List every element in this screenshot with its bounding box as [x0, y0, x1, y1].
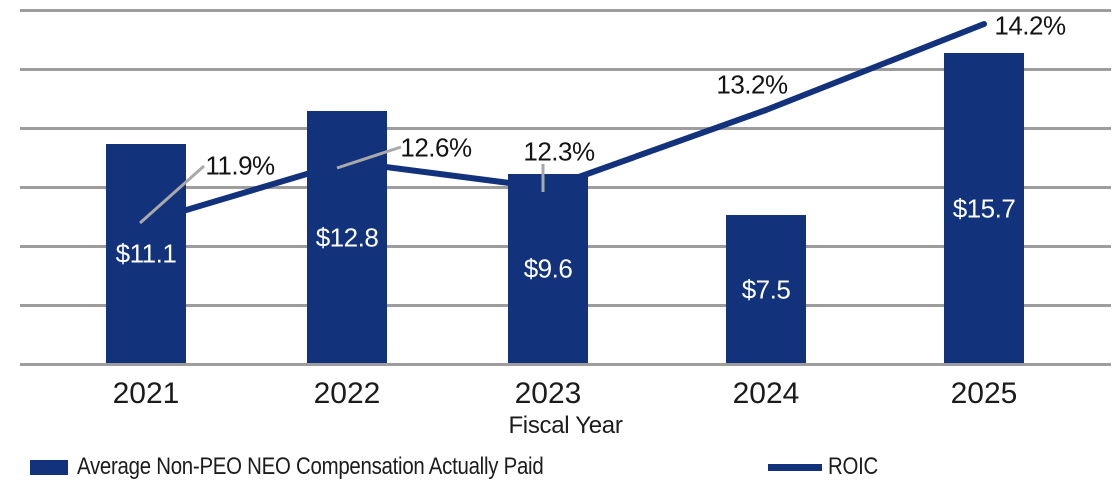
bar-value-label: $7.5: [741, 274, 791, 304]
x-axis-title: Fiscal Year: [508, 412, 623, 439]
x-tick-label-2021: 2021: [112, 377, 180, 410]
legend-label-compensation: Average Non-PEO NEO Compensation Actuall…: [77, 453, 544, 480]
legend-item-roic: ROIC: [768, 453, 887, 480]
legend-label-roic: ROIC: [828, 453, 878, 480]
roic-value-label-2021: 11.9%: [205, 150, 275, 181]
bar-2023: $9.6: [508, 174, 588, 364]
bar-2021: $11.1: [106, 144, 186, 364]
x-tick-label-2024: 2024: [732, 377, 800, 410]
x-axis-baseline: [20, 363, 1111, 366]
x-tick-label-2022: 2022: [313, 377, 381, 410]
roic-value-label-2024: 13.2%: [716, 69, 788, 100]
roic-value-label-2022: 12.6%: [400, 132, 472, 163]
roic-value-label-2025: 14.2%: [994, 10, 1066, 41]
bar-value-label: $12.8: [315, 222, 379, 252]
bar-2024: $7.5: [726, 215, 806, 364]
x-tick-label-2025: 2025: [950, 377, 1018, 410]
bar-value-label: $15.7: [952, 193, 1016, 223]
roic-value-label-2023: 12.3%: [523, 136, 595, 167]
bar-value-label: $11.1: [115, 238, 177, 269]
line-series-swatch-icon: [768, 463, 822, 471]
bar-2025: $15.7: [944, 53, 1024, 364]
x-tick-label-2023: 2023: [514, 377, 582, 410]
legend-item-compensation: Average Non-PEO NEO Compensation Actuall…: [30, 453, 626, 480]
bar-2022: $12.8: [307, 111, 387, 364]
bar-value-label: $9.6: [523, 253, 573, 284]
bar-series-swatch-icon: [30, 459, 68, 475]
gridline: [20, 9, 1111, 12]
